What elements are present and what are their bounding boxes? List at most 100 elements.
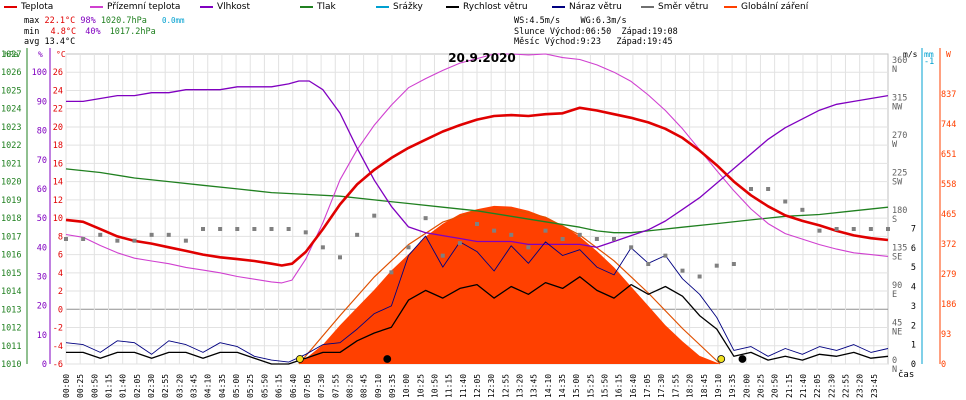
legend-label: Rychlost větru	[463, 2, 528, 12]
press-tick-label: 1027	[1, 50, 21, 60]
rain-tick-label: -1	[924, 57, 934, 67]
wind-direction-point	[680, 268, 685, 273]
series-line	[66, 80, 889, 248]
wind-direction-point	[766, 187, 771, 191]
legend-label: Náraz větru	[569, 2, 622, 12]
wind-direction-point	[834, 227, 839, 231]
hum-tick-label: 0	[42, 360, 47, 370]
wind-direction-point	[423, 216, 428, 221]
legend-swatch	[200, 6, 213, 8]
legend-swatch	[724, 6, 737, 8]
sun-moon-events	[296, 355, 747, 363]
x-tick-label: 07:05	[303, 374, 312, 398]
stats-max-rain: 0.0mm	[162, 16, 185, 25]
temp-tick-label: 6	[58, 251, 63, 261]
legend-item: Rychlost větru	[446, 2, 528, 12]
dir-compass-label: N	[892, 65, 897, 75]
rad-tick-label: 744	[941, 120, 956, 130]
legend-item: Tlak	[300, 2, 336, 12]
wind-direction-point	[149, 232, 154, 237]
wind-direction-point	[560, 237, 565, 241]
dir-compass-label: W	[892, 140, 898, 150]
legend-label: Srážky	[393, 2, 423, 12]
time-axis-label: čas	[898, 369, 914, 380]
astro-panel: WS:4.5m/s WG:6.3m/s Slunce Východ:06:50 Z…	[514, 16, 678, 48]
legend-label: Teplota	[21, 2, 54, 12]
wind-direction-point	[389, 270, 394, 275]
wind-direction-point	[320, 245, 325, 250]
x-tick-label: 01:15	[105, 374, 114, 398]
x-tick-label: 12:55	[501, 374, 510, 398]
wind-direction-point	[98, 232, 103, 237]
x-tick-label: 05:25	[246, 374, 255, 398]
temp-unit-label: °C	[56, 50, 66, 59]
stats-min-hum: 40%	[85, 26, 101, 37]
wind-direction-point	[868, 227, 873, 231]
wind-direction-point	[817, 228, 822, 233]
x-tick-label: 16:15	[615, 374, 624, 398]
press-tick-label: 1015	[1, 269, 21, 279]
x-tick-label: 07:30	[317, 374, 326, 398]
rad-tick-label: 93	[941, 330, 951, 340]
legend-swatch	[446, 6, 459, 8]
x-tick-label: 08:20	[345, 374, 354, 398]
wind-direction-point	[526, 245, 531, 250]
legend-label: Směr větru	[658, 2, 709, 12]
stats-min-row: min 4.8°C 40% 1017.2hPa	[24, 27, 185, 38]
wind-direction-point	[749, 187, 753, 191]
wind-direction-point	[440, 253, 445, 258]
wind-tick-label: 4	[911, 283, 916, 293]
wind-direction-point	[697, 274, 702, 279]
press-tick-label: 1016	[1, 251, 21, 261]
dir-compass-label: S	[892, 215, 897, 225]
x-tick-label: 17:55	[671, 374, 680, 398]
temp-tick-label: 12	[53, 196, 63, 206]
x-tick-label: 01:40	[119, 374, 128, 398]
stats-max-label: max	[24, 16, 40, 26]
legend-item: Teplota	[4, 2, 53, 12]
x-tick-label: 16:40	[629, 374, 638, 398]
x-tick-label: 04:10	[204, 374, 213, 398]
x-tick-label: 05:00	[232, 374, 241, 398]
wind-direction-points	[64, 187, 890, 279]
series-line	[65, 106, 889, 267]
wind-direction-point	[663, 253, 668, 258]
legend-label: Vlhkost	[217, 2, 250, 12]
wind-direction-point	[269, 227, 274, 231]
x-tick-label: 10:00	[402, 374, 411, 398]
series-line	[66, 276, 889, 365]
x-tick-label: 21:15	[785, 374, 794, 398]
press-tick-label: 1018	[1, 214, 21, 224]
event-marker-moonset	[738, 355, 747, 363]
hum-tick-label: 70	[37, 156, 47, 166]
x-tick-label: 00:00	[62, 374, 71, 398]
stats-panel: max 22.1°C 98% 1020.7hPa 0.0mm min 4.8°C…	[24, 16, 185, 48]
wind-direction-point	[783, 199, 788, 204]
x-tick-label: 03:45	[190, 374, 199, 398]
legend-swatch	[300, 6, 313, 8]
press-tick-label: 1013	[1, 305, 21, 315]
x-tick-label: 23:20	[856, 374, 865, 398]
temp-tick-label: 14	[53, 178, 63, 188]
wind-direction-point	[577, 232, 582, 237]
event-marker-moonrise	[383, 355, 392, 363]
x-tick-label: 22:55	[841, 374, 850, 398]
dir-tick-label: 135	[892, 244, 907, 254]
dir-tick-label: 180	[892, 206, 907, 216]
x-tick-label: 15:50	[601, 374, 610, 398]
x-tick-label: 09:35	[388, 374, 397, 398]
hum-tick-label: 90	[37, 97, 47, 107]
temp-tick-label: 26	[53, 68, 63, 78]
press-tick-label: 1010	[1, 360, 21, 370]
press-tick-label: 1019	[1, 196, 21, 206]
rad-tick-label: 372	[941, 240, 956, 250]
legend-label: Přízemní teplota	[107, 2, 181, 12]
x-tick-label: 06:40	[289, 374, 298, 398]
wind-direction-point	[183, 238, 188, 243]
stats-avg-label: avg	[24, 37, 40, 47]
temp-tick-label: 2	[58, 287, 63, 297]
astro-moon-line: Měsíc Východ:9:23 Západ:19:45	[514, 37, 673, 47]
x-tick-label: 06:15	[275, 374, 284, 398]
series-lines	[65, 53, 889, 365]
chart-title: 20.9.2020	[448, 51, 516, 65]
